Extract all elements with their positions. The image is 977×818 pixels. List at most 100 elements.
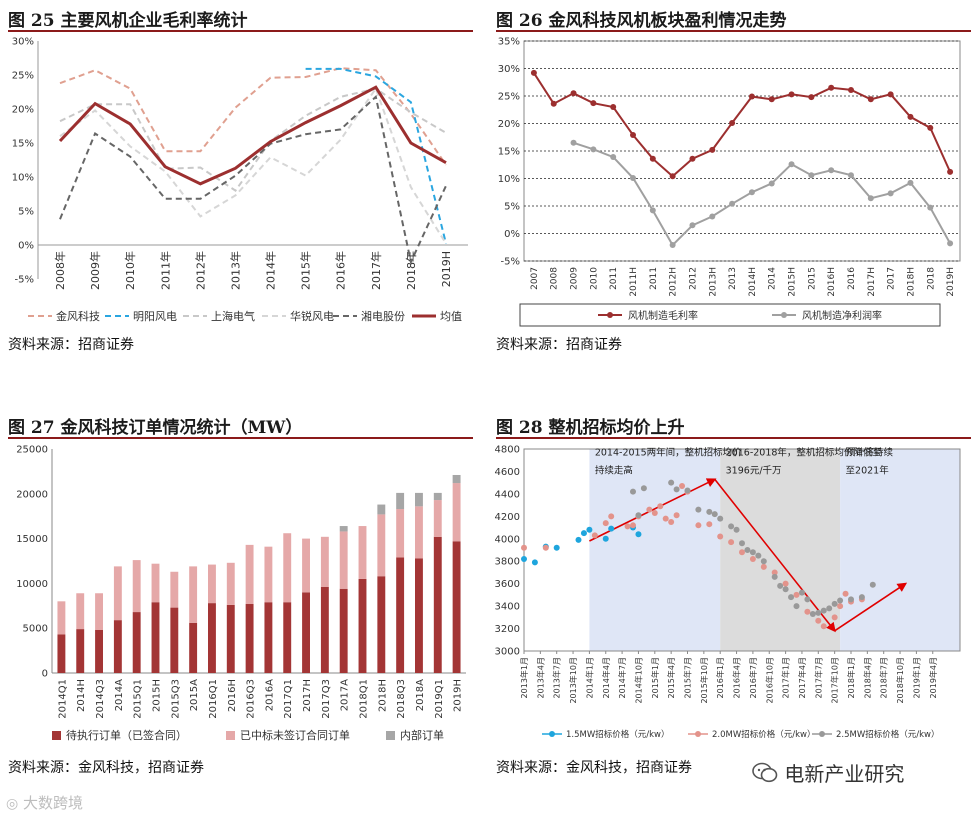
- fig27-bar-segment: [245, 544, 254, 605]
- fig28-point: [837, 597, 844, 604]
- fig27-x-label: 2017Q3: [321, 679, 332, 719]
- fig26-point: [669, 173, 676, 180]
- fig27-bar-segment: [113, 566, 122, 621]
- fig28-x-label: 2018年10月: [895, 657, 905, 704]
- fig26-point: [610, 104, 617, 110]
- fig26-point: [867, 96, 874, 103]
- fig27-bar-segment: [170, 571, 179, 608]
- fig27-bar-segment: [189, 622, 198, 673]
- fig28-point: [640, 485, 647, 492]
- fig27-bar-segment: [396, 492, 405, 510]
- fig26-x-label: 2014H: [748, 267, 758, 297]
- fig26-point: [630, 132, 636, 139]
- fig28-point: [749, 549, 756, 556]
- fig27-bar-segment: [396, 557, 405, 673]
- fig27-bar-segment: [396, 509, 405, 558]
- fig25-series-line: [59, 86, 447, 245]
- fig28-legend-label: 1.5MW招标价格（元/kw）: [566, 729, 670, 740]
- watermark-left-text: 大数跨境: [23, 794, 84, 812]
- fig27-bar-segment: [57, 601, 66, 635]
- fig26-point: [729, 200, 736, 207]
- fig28-point: [711, 511, 718, 518]
- fig27-bar-segment: [320, 586, 329, 673]
- fig27-bar-segment: [377, 504, 386, 515]
- fig25-ytick-label: 0%: [18, 241, 34, 252]
- fig27-bar-segment: [208, 603, 216, 673]
- fig28-point: [575, 536, 582, 543]
- figure-28-source: 资料来源：金风科技，招商证券: [496, 760, 692, 776]
- fig27-bar-segment: [339, 526, 348, 532]
- fig26-point: [768, 96, 775, 103]
- fig26-point: [788, 91, 795, 98]
- fig25-series-line: [58, 85, 447, 186]
- fig28-point: [695, 522, 702, 529]
- fig26-point: [610, 154, 617, 161]
- fig27-x-label: 2016H: [227, 679, 238, 712]
- fig27-x-label: 2015A: [189, 679, 200, 711]
- fig25-legend-label: 上海电气: [211, 309, 255, 323]
- fig28-point: [858, 594, 865, 601]
- fig28-x-label: 2019年1月: [911, 657, 921, 698]
- fig25-legend-label: 明阳风电: [133, 310, 177, 323]
- fig27-bar-segment: [208, 564, 216, 604]
- fig28-point: [646, 506, 653, 513]
- figure-28-title-rule: [496, 437, 971, 439]
- fig28-point: [531, 559, 538, 566]
- fig26-point: [550, 100, 557, 107]
- fig27-bar-segment: [283, 533, 292, 603]
- fig27-x-label: 2014Q3: [95, 679, 106, 719]
- fig27-bar-segment: [452, 474, 461, 484]
- fig26-ytick-label: 10%: [498, 174, 520, 185]
- fig28-point: [668, 479, 675, 486]
- fig25-x-label: 2017年: [369, 251, 383, 290]
- fig27-bar-segment: [452, 541, 461, 673]
- fig28-point: [684, 487, 691, 494]
- fig27-legend-label: 已中标未签订合同订单: [240, 728, 350, 742]
- fig28-point: [739, 549, 745, 556]
- fig26-x-label: 2007: [530, 267, 540, 290]
- fig27-x-label: 2015H: [152, 679, 163, 712]
- fig27-x-label: 2019Q1: [434, 679, 445, 719]
- watermark-right-text: 电新产业研究: [784, 762, 905, 786]
- fig28-point: [602, 520, 609, 527]
- fig26-point: [927, 124, 934, 131]
- fig26-point: [590, 146, 597, 153]
- fig26-x-label: 2013: [728, 267, 738, 290]
- fig28-x-label: 2018年1月: [846, 657, 856, 698]
- fig28-x-label: 2014年4月: [601, 657, 611, 698]
- fig27-ytick-label: 10000: [16, 579, 48, 590]
- fig28-ytick-label: 3600: [495, 579, 520, 590]
- fig28-legend-marker: [819, 731, 825, 737]
- fig28-x-label: 2016年7月: [748, 657, 758, 698]
- fig27-x-label: 2014A: [114, 679, 125, 711]
- fig26-point: [689, 155, 696, 162]
- fig28-point: [798, 589, 805, 596]
- fig28-point: [521, 544, 527, 551]
- fig27-ytick-label: 5000: [23, 624, 48, 635]
- fig26-x-label: 2018H: [906, 267, 916, 297]
- fig28-point: [630, 488, 636, 495]
- fig28-point: [580, 530, 587, 537]
- fig28-x-label: 2013年4月: [535, 657, 545, 698]
- fig28-point: [679, 483, 686, 490]
- fig27-x-label: 2019H: [453, 679, 464, 712]
- fig26-point: [947, 168, 954, 175]
- fig26-legend-label: 风机制造净利润率: [802, 309, 882, 322]
- fig25-series-line: [59, 87, 447, 192]
- fig28-point: [657, 503, 664, 510]
- figure-27-title: 图 27 金风科技订单情况统计（MW）: [8, 418, 303, 438]
- fig27-bar-segment: [132, 612, 141, 673]
- fig27-bar-segment: [302, 592, 310, 673]
- fig26-series-line: [533, 72, 952, 178]
- fig26-point: [788, 161, 795, 168]
- fig28-point: [820, 607, 827, 614]
- fig28-point: [673, 512, 680, 519]
- fig28-ytick-label: 3000: [495, 647, 520, 658]
- fig27-x-label: 2018Q3: [396, 679, 407, 719]
- fig27-x-label: 2015Q1: [133, 679, 144, 719]
- watermark-left-icon: ◎: [6, 796, 19, 812]
- fig28-point: [521, 555, 527, 562]
- fig26-point: [887, 91, 894, 98]
- figure-28-chart: 3000 3200 3400 3600 3800 4000 4200 4400 4600 4800…: [495, 445, 961, 740]
- fig28-point: [706, 521, 713, 528]
